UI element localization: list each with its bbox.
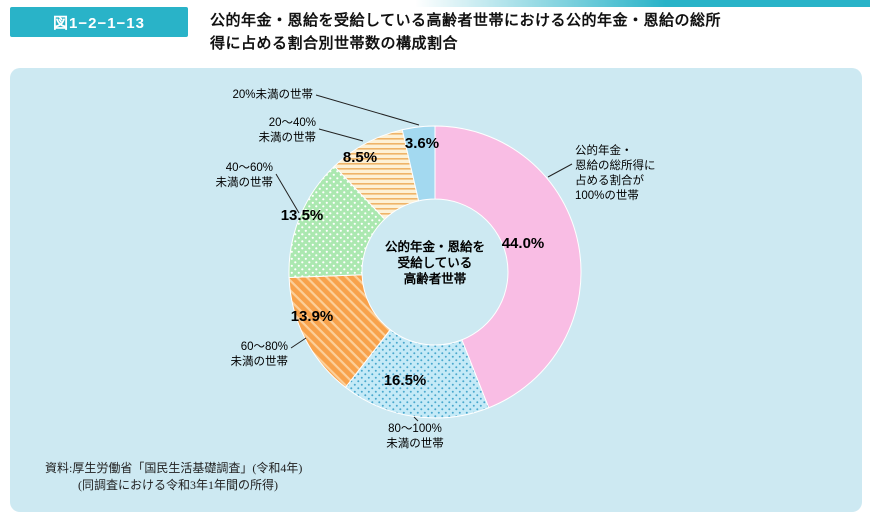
slice-label-20-40pct-line2: 未満の世帯 xyxy=(258,132,317,144)
donut-slices xyxy=(288,125,582,419)
header-accent-strip xyxy=(415,0,870,7)
value-label-20-40pct: 8.5% xyxy=(342,149,378,166)
value-label-100pct: 44.0% xyxy=(501,235,545,252)
slice-label-40-60pct: 40〜60% 未満の世帯 xyxy=(195,161,274,191)
donut-center-label-line1: 公的年金・恩給を xyxy=(384,240,485,254)
slice-label-100pct-line2: 恩給の総所得に xyxy=(575,160,656,172)
value-label-40-60pct: 13.5% xyxy=(280,207,324,224)
slice-label-40-60pct-line1: 40〜60% xyxy=(225,162,273,174)
leader-line-20-40pct xyxy=(318,128,364,142)
leader-line-80-100pct xyxy=(413,416,419,422)
slice-label-40-60pct-line2: 未満の世帯 xyxy=(215,177,274,189)
source-note-line2: (同調査における令和3年1年間の所得) xyxy=(78,478,278,492)
donut-center-label-line2: 受給している xyxy=(397,256,473,270)
source-note: 資料:厚生労働省「国民生活基礎調査」(令和4年) (同調査における令和3年1年間… xyxy=(45,460,302,494)
donut-center-label-line3: 高齢者世帯 xyxy=(403,272,467,286)
donut-slice-1 xyxy=(434,125,582,409)
slice-label-100pct-line1: 公的年金・ xyxy=(575,145,633,157)
figure-title-line1: 公的年金・恩給を受給している高齢者世帯における公的年金・恩給の総所 xyxy=(210,12,722,29)
slice-label-under20pct-line1: 20%未満の世帯 xyxy=(232,89,313,101)
slice-label-100pct-line4: 100%の世帯 xyxy=(575,190,639,202)
slice-label-under20pct: 20%未満の世帯 xyxy=(205,88,313,103)
chart-panel: 公的年金・ 恩給の総所得に 占める割合が 100%の世帯 80〜100% 未満の… xyxy=(10,68,862,512)
donut-chart xyxy=(275,94,582,422)
leader-lines xyxy=(275,94,573,422)
figure-title-line2: 得に占める割合別世帯数の構成割合 xyxy=(210,35,459,52)
leader-line-60-80pct xyxy=(290,337,307,349)
slice-label-80-100pct-line2: 未満の世帯 xyxy=(386,438,444,450)
donut-center-label: 公的年金・恩給を 受給している 高齢者世帯 xyxy=(360,239,510,287)
leader-line-100pct xyxy=(547,163,573,178)
slice-label-100pct-line3: 占める割合が xyxy=(575,175,644,187)
source-note-line1: 資料:厚生労働省「国民生活基礎調査」(令和4年) xyxy=(45,461,303,475)
leader-line-under20pct xyxy=(315,94,420,126)
value-label-under20pct: 3.6% xyxy=(404,135,440,152)
slice-label-60-80pct-line2: 未満の世帯 xyxy=(230,356,289,368)
figure-title: 公的年金・恩給を受給している高齢者世帯における公的年金・恩給の総所 得に占める割… xyxy=(210,9,855,55)
value-label-80-100pct: 16.5% xyxy=(383,372,427,389)
slice-label-60-80pct: 60〜80% 未満の世帯 xyxy=(210,340,289,370)
slice-label-20-40pct-line1: 20〜40% xyxy=(268,117,316,129)
donut-slice-6 xyxy=(401,125,436,202)
slice-label-60-80pct-line1: 60〜80% xyxy=(240,341,288,353)
slice-label-20-40pct: 20〜40% 未満の世帯 xyxy=(238,116,317,146)
leader-line-40-60pct xyxy=(275,173,300,214)
slice-label-80-100pct: 80〜100% 未満の世帯 xyxy=(365,422,465,452)
figure-number-badge: 図1−2−1−13 xyxy=(10,7,188,37)
donut-slice-2 xyxy=(344,328,490,419)
slice-label-100pct: 公的年金・ 恩給の総所得に 占める割合が 100%の世帯 xyxy=(575,144,693,204)
value-label-60-80pct: 13.9% xyxy=(290,308,334,325)
slice-label-80-100pct-line1: 80〜100% xyxy=(388,423,442,435)
